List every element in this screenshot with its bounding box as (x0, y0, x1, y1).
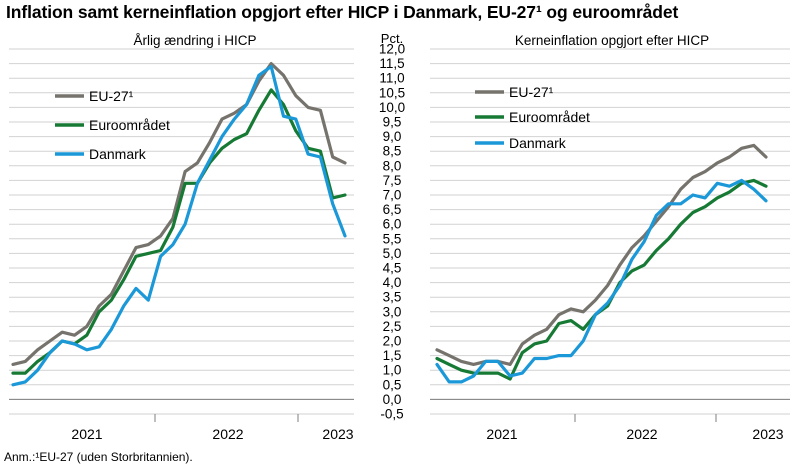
y-tick-label: 3,0 (383, 304, 402, 319)
x-tick-label: 2023 (752, 426, 783, 442)
y-tick-label: 3,5 (383, 290, 402, 305)
panel-left-hicp: Årlig ændring i HICP 2021 2022 2023 EU-27¹ Eu… (9, 33, 354, 442)
x-tick-label: 2021 (486, 426, 517, 442)
y-tick-label: 10,5 (379, 85, 405, 100)
y-tick-label: 1,5 (383, 348, 402, 363)
legend-label-danmark: Danmark (89, 146, 147, 162)
series-line-danmark (435, 178, 768, 384)
y-tick-label: 2,5 (383, 319, 402, 334)
panel-title: Årlig ændring i HICP (133, 33, 256, 48)
y-tick-label: 0,5 (383, 377, 402, 392)
y-axis-label: Pct. (381, 31, 403, 46)
y-tick-label: 8,5 (383, 144, 402, 159)
panel-right-core: Kerneinflation opgjort efter HICP 2021 202… (430, 33, 790, 442)
x-tick-label: 2023 (322, 426, 353, 442)
y-tick-label: 9,5 (383, 115, 402, 130)
y-tick-label: 10,0 (379, 100, 405, 115)
legend-label-danmark: Danmark (509, 135, 567, 151)
footnote: Anm.:¹EU-27 (uden Storbritannien). (4, 450, 193, 464)
legend-label-euro: Euroområdet (509, 109, 590, 125)
y-tick-label: 12,0 (379, 42, 405, 57)
x-tick-label: 2022 (626, 426, 657, 442)
y-axis-shared: Pct.-0,50,00,51,01,52,02,53,03,54,04,55,… (379, 31, 405, 422)
y-tick-label: 2,0 (383, 334, 402, 349)
y-tick-label: 6,5 (383, 202, 402, 217)
x-tick-label: 2021 (71, 426, 102, 442)
y-tick-label: 8,0 (383, 158, 402, 173)
series-line-eu27 (435, 143, 768, 366)
series-line-euro (435, 178, 768, 381)
y-tick-label: 7,5 (383, 173, 402, 188)
y-tick-label: 11,5 (379, 56, 404, 71)
y-tick-label: 5,0 (383, 246, 402, 261)
y-tick-label: 1,0 (383, 363, 402, 378)
y-tick-label: 4,0 (383, 275, 402, 290)
x-tick-label: 2022 (212, 426, 243, 442)
y-tick-label: 7,0 (383, 188, 402, 203)
y-tick-label: 5,5 (383, 231, 402, 246)
legend-label-eu27: EU-27¹ (509, 84, 554, 100)
legend-label-eu27: EU-27¹ (89, 88, 134, 104)
series-line-danmark (11, 64, 347, 387)
y-tick-label: -0,5 (380, 407, 403, 422)
chart-main-title: Inflation samt kerneinflation opgjort ef… (6, 2, 679, 22)
y-tick-label: 9,0 (383, 129, 402, 144)
y-tick-label: 6,0 (383, 217, 402, 232)
y-tick-label: 0,0 (383, 392, 402, 407)
legend-label-euro: Euroområdet (89, 117, 170, 133)
panel-title: Kerneinflation opgjort efter HICP (515, 33, 709, 48)
y-tick-label: 11,0 (379, 71, 404, 86)
y-tick-label: 4,5 (383, 261, 402, 276)
series-line-eu27 (11, 61, 347, 366)
